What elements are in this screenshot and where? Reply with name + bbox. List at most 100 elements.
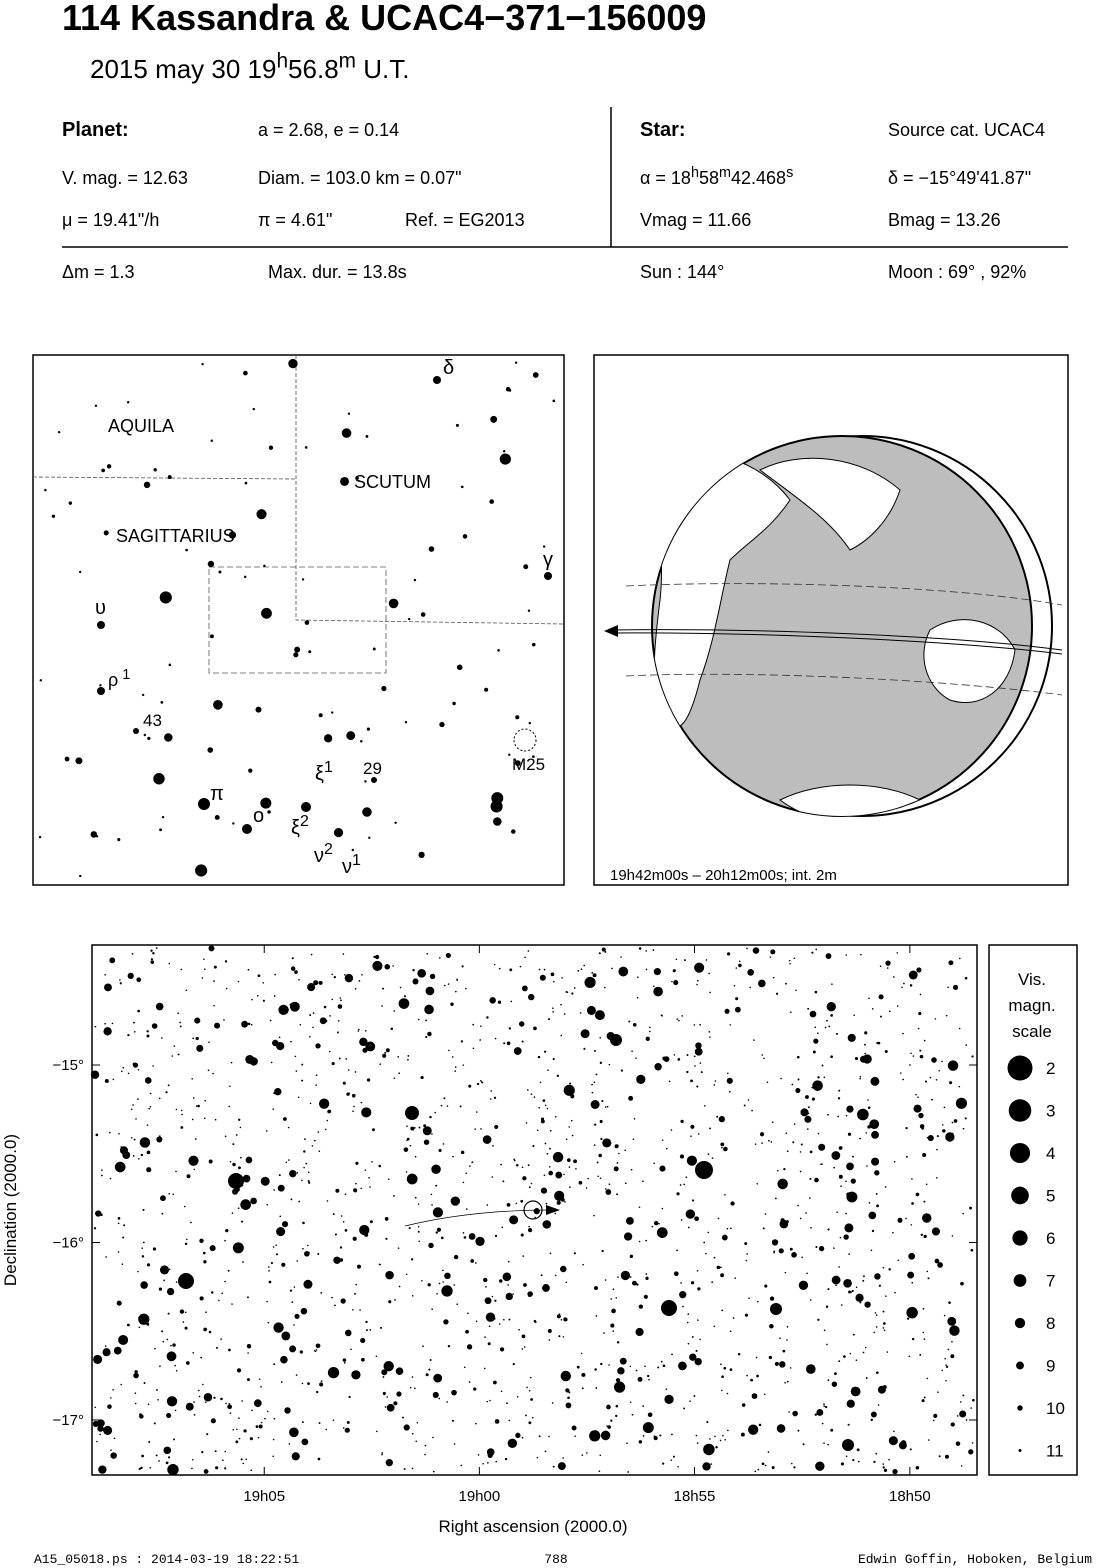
star bbox=[804, 1115, 812, 1123]
star bbox=[540, 1187, 548, 1194]
star bbox=[864, 1346, 867, 1349]
star bbox=[823, 1403, 825, 1406]
africa bbox=[653, 455, 791, 729]
star bbox=[454, 1070, 456, 1072]
star bbox=[97, 687, 105, 695]
star bbox=[721, 1375, 724, 1378]
star bbox=[107, 1404, 112, 1409]
star bbox=[327, 1367, 340, 1379]
star bbox=[604, 1188, 607, 1190]
star bbox=[288, 358, 298, 369]
star bbox=[876, 1041, 879, 1045]
star bbox=[231, 1303, 233, 1305]
star bbox=[179, 1021, 181, 1024]
star bbox=[295, 1070, 298, 1072]
star bbox=[917, 1027, 920, 1030]
star bbox=[528, 721, 531, 725]
star bbox=[601, 1099, 604, 1103]
star bbox=[632, 1138, 635, 1140]
star bbox=[245, 1156, 253, 1164]
star bbox=[207, 747, 214, 753]
star bbox=[241, 1220, 244, 1223]
star bbox=[778, 1248, 784, 1254]
star bbox=[98, 1465, 107, 1474]
star bbox=[630, 1168, 633, 1171]
australia bbox=[923, 619, 1016, 704]
star bbox=[93, 1354, 103, 1364]
star bbox=[272, 1455, 274, 1458]
star bbox=[848, 1253, 850, 1255]
star bbox=[651, 1225, 654, 1228]
star bbox=[772, 976, 775, 979]
star bbox=[360, 1187, 363, 1190]
star bbox=[847, 1423, 850, 1426]
star bbox=[571, 1425, 577, 1431]
star bbox=[406, 1137, 410, 1141]
star bbox=[141, 1454, 144, 1458]
star bbox=[385, 1237, 388, 1240]
star bbox=[153, 1422, 156, 1425]
star bbox=[823, 1076, 826, 1079]
star bbox=[848, 1290, 852, 1294]
star bbox=[383, 1361, 394, 1372]
star bbox=[783, 1168, 786, 1171]
star bbox=[971, 1442, 974, 1444]
star bbox=[606, 1105, 609, 1108]
star bbox=[552, 1058, 555, 1061]
star bbox=[490, 415, 498, 423]
star bbox=[560, 1003, 562, 1006]
star bbox=[970, 1248, 974, 1252]
star bbox=[638, 1206, 641, 1208]
star bbox=[482, 1135, 492, 1144]
star bbox=[257, 1436, 260, 1439]
star bbox=[150, 949, 153, 952]
star bbox=[352, 1236, 357, 1241]
star bbox=[937, 1262, 943, 1268]
globe-panel: 19h42m00s – 20h12m00s; int. 2m bbox=[593, 354, 1069, 886]
star bbox=[390, 1027, 394, 1031]
star bbox=[785, 1220, 789, 1224]
legend-label: 9 bbox=[1046, 1357, 1055, 1376]
star bbox=[886, 967, 889, 969]
star bbox=[675, 958, 678, 961]
star bbox=[141, 1255, 145, 1258]
star bbox=[174, 1409, 177, 1412]
star bbox=[381, 1452, 384, 1454]
star bbox=[354, 1071, 357, 1073]
star bbox=[882, 1327, 885, 1329]
star bbox=[903, 982, 905, 985]
star bbox=[908, 1355, 911, 1358]
star bbox=[371, 1161, 373, 1163]
star bbox=[287, 1126, 290, 1129]
star bbox=[297, 1096, 300, 1099]
star bbox=[312, 1026, 314, 1029]
star bbox=[837, 1115, 840, 1118]
star bbox=[672, 969, 676, 973]
star bbox=[586, 1005, 596, 1015]
star bbox=[210, 1291, 214, 1294]
star bbox=[417, 1018, 420, 1021]
star bbox=[947, 1060, 959, 1071]
star bbox=[871, 1229, 875, 1233]
star bbox=[462, 1064, 465, 1066]
star bbox=[360, 739, 363, 743]
star bbox=[311, 1145, 314, 1147]
star bbox=[228, 1173, 244, 1189]
star bbox=[825, 1305, 829, 1308]
star bbox=[168, 1268, 171, 1271]
star bbox=[750, 1378, 753, 1382]
star bbox=[699, 1062, 702, 1064]
star bbox=[165, 1091, 168, 1094]
star bbox=[290, 1346, 292, 1348]
text-part: ν bbox=[314, 845, 324, 867]
star bbox=[482, 1462, 484, 1465]
star bbox=[210, 1418, 216, 1424]
star bbox=[403, 1147, 409, 1152]
star bbox=[846, 1162, 854, 1171]
star bbox=[807, 1106, 810, 1109]
star bbox=[348, 1395, 351, 1399]
star bbox=[401, 1416, 404, 1419]
star bbox=[922, 1331, 925, 1334]
star bbox=[323, 1005, 327, 1009]
star bbox=[162, 1266, 165, 1269]
